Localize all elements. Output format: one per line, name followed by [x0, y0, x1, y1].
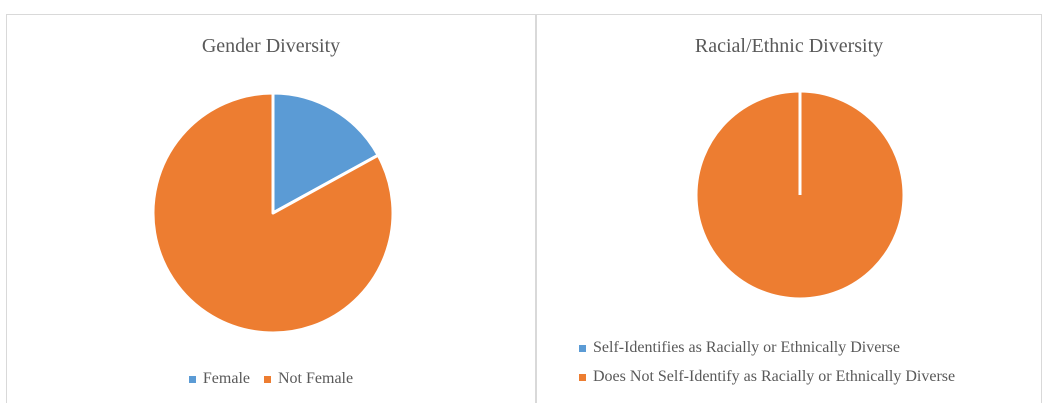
chart-title-race: Racial/Ethnic Diversity: [694, 35, 884, 57]
legend-item-diverse: Self-Identifies as Racially or Ethnicall…: [579, 339, 955, 357]
legend-item-female: Female: [188, 370, 250, 388]
legend-swatch-not-diverse: [579, 373, 586, 381]
pie-slice-female: [271, 91, 380, 215]
pie-race: [694, 89, 906, 301]
legend-race: Self-Identifies as Racially or Ethnicall…: [579, 339, 955, 397]
legend-label-not-female: Not Female: [278, 370, 354, 387]
legend-swatch-not-female: [264, 375, 271, 383]
legend-label-female: Female: [202, 370, 250, 387]
legend-item-not-female: Not Female: [264, 370, 353, 388]
legend-label-not-diverse: Does Not Self-Identify as Racially or Et…: [593, 368, 956, 385]
legend-label-diverse: Self-Identifies as Racially or Ethnicall…: [593, 339, 901, 356]
legend-swatch-diverse: [579, 344, 586, 352]
legend-swatch-female: [188, 375, 196, 383]
legend-item-not-diverse: Does Not Self-Identify as Racially or Et…: [579, 368, 955, 386]
racial-ethnic-diversity-chart: Racial/Ethnic Diversity Self-Identifies …: [536, 14, 1042, 403]
chart-title-gender: Gender Diversity: [201, 35, 341, 57]
pie-gender: [151, 91, 395, 335]
legend-gender: Female Not Female: [7, 370, 535, 388]
gender-diversity-chart: Gender Diversity Female Not Female: [6, 14, 536, 403]
